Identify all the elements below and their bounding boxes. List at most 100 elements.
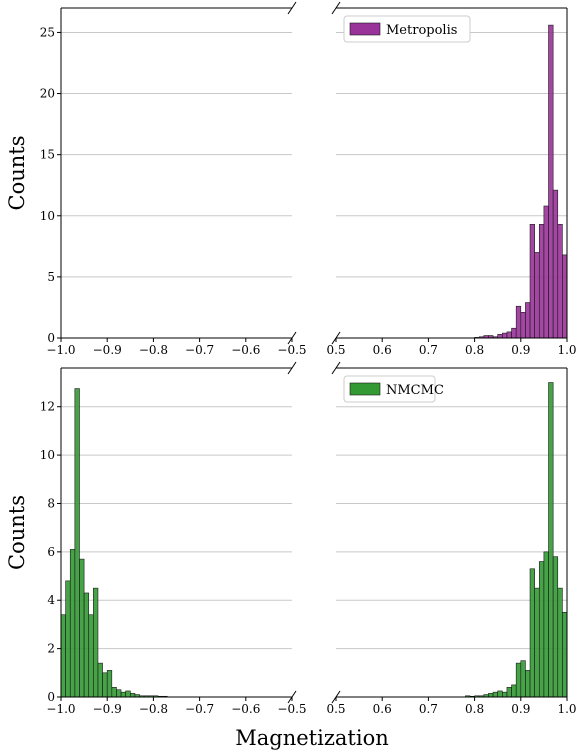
x-tick-label: −0.8 xyxy=(139,343,168,357)
bar xyxy=(74,388,80,698)
x-tick-label: −0.7 xyxy=(185,343,214,357)
x-tick-label: 0.9 xyxy=(511,343,530,357)
bar xyxy=(506,331,512,339)
y-tick-label: 5 xyxy=(47,270,55,284)
bar xyxy=(511,684,517,698)
x-tick-label: −0.6 xyxy=(231,343,260,357)
bar xyxy=(534,587,540,698)
bar xyxy=(562,254,568,339)
legend-label: Metropolis xyxy=(386,23,457,38)
x-tick-label: 0.7 xyxy=(419,702,438,716)
axis-break-mark xyxy=(331,361,341,375)
bar xyxy=(515,305,522,339)
legend-swatch xyxy=(349,22,381,36)
y-tick-label: 0 xyxy=(47,690,55,704)
y-tick-label: 6 xyxy=(47,545,55,559)
bar xyxy=(543,205,549,339)
bar xyxy=(562,612,568,698)
y-tick-label: 15 xyxy=(40,148,55,162)
y-tick-label: 2 xyxy=(47,642,55,656)
x-tick-label: 0.6 xyxy=(373,343,392,357)
legend-box xyxy=(343,15,471,43)
x-tick-label: 0.7 xyxy=(419,343,438,357)
bar xyxy=(502,691,508,698)
legend: NMCMC xyxy=(343,375,444,403)
bar xyxy=(497,334,503,339)
x-tick-label: 0.5 xyxy=(326,702,345,716)
x-tick-label: 0.8 xyxy=(465,343,484,357)
bar xyxy=(120,691,126,698)
x-tick-label: 1.0 xyxy=(557,343,576,357)
y-axis-title: Counts xyxy=(5,495,29,570)
bar xyxy=(552,556,559,698)
bar xyxy=(69,549,76,698)
bar xyxy=(102,672,108,698)
axis-break-mark xyxy=(287,1,297,15)
bar xyxy=(488,693,494,698)
x-tick-label: −0.8 xyxy=(139,702,168,716)
bar xyxy=(79,558,85,698)
bar xyxy=(515,662,522,698)
bar xyxy=(88,614,94,698)
legend-label: NMCMC xyxy=(386,383,444,398)
panels-group: −1.0 −0.9 −0.8 −0.7 −0.6 −0.5 0.5 0.6 0.7 0.8 0.9 1… xyxy=(5,1,576,716)
x-tick-label: −1.0 xyxy=(46,702,75,716)
bar xyxy=(125,690,131,698)
x-tick-label: 0.8 xyxy=(465,702,484,716)
panel-metropolis: −1.0 −0.9 −0.8 −0.7 −0.6 −0.5 0.5 0.6 0.7 0.8 0.9 1… xyxy=(5,1,576,357)
x-tick-label: 1.0 xyxy=(557,702,576,716)
x-tick-label: 0.6 xyxy=(373,702,392,716)
bar xyxy=(525,302,531,339)
bar xyxy=(511,327,517,339)
bar xyxy=(60,614,66,698)
bar xyxy=(83,592,90,698)
bar xyxy=(548,382,554,698)
bar xyxy=(492,691,498,698)
x-tick-label: −0.5 xyxy=(277,343,306,357)
x-tick-label: −0.6 xyxy=(231,702,260,716)
bar xyxy=(529,568,535,698)
bar xyxy=(130,693,136,698)
y-tick-label: 4 xyxy=(47,593,55,607)
bar xyxy=(543,551,549,698)
x-tick-label: −0.7 xyxy=(185,702,214,716)
x-tick-label: 0.5 xyxy=(326,343,345,357)
y-tick-label: 10 xyxy=(40,209,55,223)
bar xyxy=(506,687,512,698)
bar xyxy=(557,224,563,339)
y-tick-label: 25 xyxy=(40,25,55,39)
bar xyxy=(548,24,554,339)
bar xyxy=(497,690,503,698)
bar xyxy=(111,687,117,698)
y-tick-label: 10 xyxy=(40,448,55,462)
y-tick-label: 12 xyxy=(40,400,55,414)
axis-break-mark xyxy=(331,1,341,15)
x-axis-title: Magnetization xyxy=(235,726,388,750)
bar xyxy=(534,252,540,339)
bar xyxy=(106,670,113,698)
x-tick-label: −0.9 xyxy=(93,702,122,716)
bar xyxy=(93,587,99,698)
bar xyxy=(525,670,531,698)
bar xyxy=(116,689,122,698)
x-tick-label: 0.9 xyxy=(511,702,530,716)
bar xyxy=(552,189,559,339)
bar xyxy=(97,662,103,698)
x-tick-label: −0.5 xyxy=(277,702,306,716)
legend: Metropolis xyxy=(343,15,471,43)
x-tick-label: −0.9 xyxy=(93,343,122,357)
axis-break-mark xyxy=(287,361,297,375)
y-tick-label: 20 xyxy=(40,87,55,101)
legend-box xyxy=(343,375,436,403)
bar xyxy=(65,580,71,698)
bar xyxy=(557,587,563,698)
y-axis-title: Counts xyxy=(5,136,29,211)
y-tick-label: 0 xyxy=(47,331,55,345)
bar xyxy=(502,332,508,339)
legend-swatch xyxy=(349,382,381,396)
bar xyxy=(538,561,545,698)
x-tick-label: −1.0 xyxy=(46,343,75,357)
bar xyxy=(520,312,526,339)
bar xyxy=(529,224,535,339)
